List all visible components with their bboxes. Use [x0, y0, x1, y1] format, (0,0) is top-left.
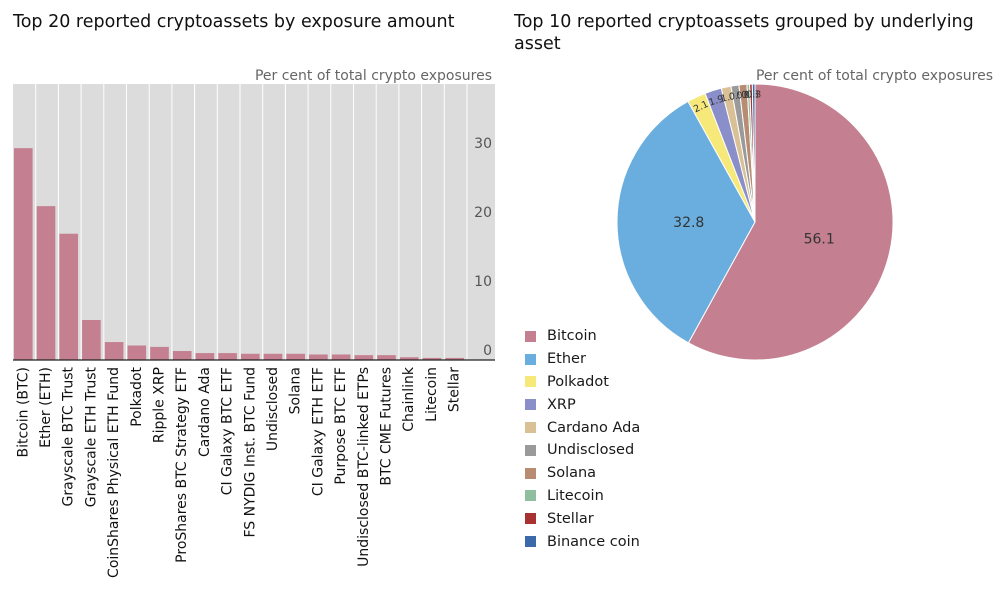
legend-swatch: [525, 353, 536, 365]
x-tick-label: Solana: [288, 367, 304, 414]
bar-solana: [286, 353, 306, 360]
bar-bitcoin-btc-: [14, 148, 33, 360]
pie-value-label: 1.9: [708, 94, 726, 109]
y-tick-label: 10: [474, 274, 492, 290]
legend-label: Ether: [547, 351, 586, 368]
x-tick-label: Undisclosed: [265, 367, 281, 451]
x-tick-label: Chainlink: [401, 366, 417, 432]
legend-label: Cardano Ada: [547, 419, 641, 436]
legend-item: Litecoin: [525, 485, 640, 508]
bar-grayscale-eth-trust: [82, 319, 101, 360]
bar-chart-title: Top 20 reported cryptoassets by exposure…: [13, 12, 455, 32]
y-tick-label: 20: [474, 205, 492, 221]
x-tick-label: Polkadot: [129, 366, 145, 426]
bar-litecoin: [422, 357, 442, 360]
legend-item: Ether: [525, 348, 640, 371]
x-tick-label: Grayscale BTC Trust: [61, 366, 77, 506]
legend-item: XRP: [525, 393, 640, 416]
pie-value-label: 0.3: [746, 89, 761, 100]
legend-item: Binance coin: [525, 530, 640, 553]
bar-chart: Per cent of total crypto exposures 0 10 20 3…: [13, 68, 495, 578]
bar-fs-nydig-inst-btc-fund: [241, 353, 260, 360]
bar-plot-background: [13, 84, 495, 360]
legend-label: XRP: [547, 396, 576, 413]
bar-unit-label: Per cent of total crypto exposures: [255, 68, 492, 84]
legend-swatch: [525, 376, 536, 388]
legend-swatch: [525, 536, 536, 548]
bar-chainlink: [399, 357, 419, 360]
x-tick-label: Undisclosed BTC-linked ETPs: [356, 367, 372, 567]
legend-item: Undisclosed: [525, 439, 640, 462]
legend-item: Polkadot: [525, 371, 640, 394]
bar-ci-galaxy-eth-etf: [309, 354, 328, 360]
pie-value-label: 0.3: [741, 89, 757, 101]
legend-swatch: [525, 490, 536, 502]
pie-slice-bitcoin: [687, 83, 894, 361]
legend-item: Stellar: [525, 507, 640, 530]
pie-chart: Per cent of total crypto exposures 56.1 32…: [616, 68, 993, 361]
x-tick-label: Cardano Ada: [197, 367, 213, 457]
legend-label: Binance coin: [547, 533, 640, 550]
x-tick-label: CoinShares Physical ETH Fund: [106, 367, 122, 578]
x-tick-label: Stellar: [447, 367, 463, 412]
legend-item: Solana: [525, 462, 640, 485]
x-tick-label: Purpose BTC ETF: [333, 367, 349, 485]
legend-swatch: [525, 330, 536, 342]
y-tick-label: 0: [483, 343, 492, 359]
legend-label: Litecoin: [547, 487, 604, 504]
bar-ripple-xrp: [150, 346, 169, 360]
pie-chart-title: Top 10 reported cryptoassets grouped by …: [514, 12, 974, 54]
pie-slice-binance-coin: [751, 83, 756, 223]
bar-purpose-btc-etf: [331, 354, 351, 360]
legend-label: Undisclosed: [547, 442, 635, 459]
bar-stellar: [445, 357, 464, 360]
legend-item: Cardano Ada: [525, 416, 640, 439]
bar-undisclosed: [263, 353, 283, 360]
legend-swatch: [525, 422, 536, 434]
pie-slice-ether: [616, 100, 756, 344]
bar-btc-cme-futures: [377, 355, 396, 360]
legend-swatch: [525, 467, 536, 479]
y-tick-label: 30: [474, 136, 492, 152]
legend-label: Stellar: [547, 510, 594, 527]
legend-swatch: [525, 513, 536, 525]
legend-label: Polkadot: [547, 373, 609, 390]
pie-unit-label: Per cent of total crypto exposures: [756, 68, 993, 84]
bar-polkadot: [127, 345, 147, 360]
x-tick-label: CI Galaxy ETH ETF: [310, 367, 326, 496]
pie-value-label: 0.3: [744, 89, 759, 100]
pie-legend: Bitcoin Ether Polkadot XRP Cardano Ada Undisc…: [525, 325, 640, 553]
x-tick-label: Ripple XRP: [152, 367, 168, 443]
x-tick-label: Grayscale ETH Trust: [83, 366, 99, 507]
x-tick-label: BTC CME Futures: [379, 367, 395, 486]
bar-proshares-btc-strategy-etf: [172, 351, 192, 360]
legend-item: Bitcoin: [525, 325, 640, 348]
legend-label: Bitcoin: [547, 328, 597, 345]
x-tick-label: FS NYDIG Inst. BTC Fund: [242, 367, 258, 538]
bar-cardano-ada: [195, 353, 215, 360]
pie-value-label: 56.1: [804, 232, 835, 248]
legend-swatch: [525, 399, 536, 411]
x-tick-label: Bitcoin (BTC): [15, 367, 31, 458]
pie-value-label: 32.8: [673, 215, 704, 231]
bar-ci-galaxy-btc-etf: [218, 353, 237, 360]
bar-ether-eth-: [36, 206, 56, 360]
bar-grayscale-btc-trust: [59, 233, 79, 360]
x-tick-label: Ether (ETH): [38, 367, 54, 448]
x-tick-label: ProShares BTC Strategy ETF: [174, 367, 190, 563]
x-tick-label: CI Galaxy BTC ETF: [220, 367, 236, 495]
bar-coinshares-physical-eth-fund: [104, 342, 124, 360]
legend-label: Solana: [547, 465, 597, 482]
legend-swatch: [525, 444, 536, 456]
x-tick-label: Litecoin: [424, 367, 440, 422]
bar-undisclosed-btc-linked-etps: [354, 355, 374, 360]
